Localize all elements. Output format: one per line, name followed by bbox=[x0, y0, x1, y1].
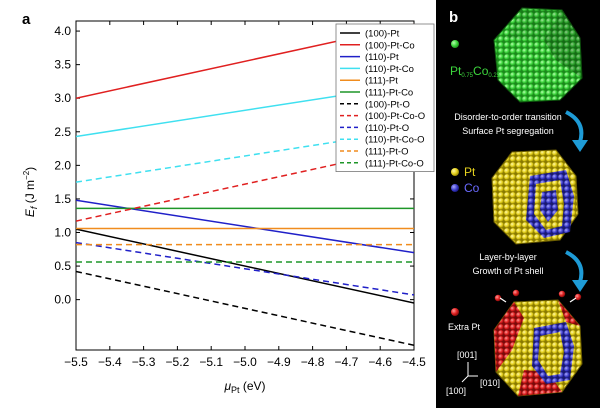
x-axis-label: μPt (eV) bbox=[223, 379, 265, 395]
green-atom-icon bbox=[451, 40, 459, 48]
y-axis-label: Ef (J m−2) bbox=[22, 167, 39, 217]
chart-plot-area: −5.5 −5.4 −5.3 −5.2 −5.1 −5.0 −4.9 −4.8 −4.7 −4.6… bbox=[54, 20, 435, 369]
x-tick-label: −5.0 bbox=[233, 355, 257, 369]
y-tick-label: 2.0 bbox=[54, 158, 71, 172]
step2-line1: Layer-by-layer bbox=[479, 252, 537, 262]
y-tick-label: 3.5 bbox=[54, 58, 71, 72]
pt-legend-label: Pt bbox=[464, 165, 476, 179]
pt-atom-icon bbox=[451, 168, 459, 176]
y-tick-label: 4.0 bbox=[54, 24, 71, 38]
legend-label: (110)-Pt-Co bbox=[365, 64, 414, 75]
panel-b-letter: b bbox=[449, 9, 458, 26]
arrow-head-icon-2 bbox=[572, 280, 588, 292]
step2-line2: Growth of Pt shell bbox=[472, 266, 543, 276]
y-tick-label: 0.0 bbox=[54, 293, 71, 307]
legend-label: (100)-Pt-Co-O bbox=[365, 111, 425, 122]
y-tick-label: 1.0 bbox=[54, 226, 71, 240]
y-tick-label: 3.0 bbox=[54, 91, 71, 105]
legend-label: (100)-Pt-O bbox=[365, 99, 410, 110]
x-tick-label: −4.9 bbox=[267, 355, 291, 369]
x-tick-label: −4.5 bbox=[402, 355, 426, 369]
legend-label: (100)-Pt-Co bbox=[365, 40, 415, 51]
series-line-8 bbox=[76, 241, 414, 296]
series-line-0 bbox=[76, 228, 414, 304]
x-tick-label: −5.2 bbox=[166, 355, 190, 369]
pt-shell-particle bbox=[493, 299, 583, 397]
legend-label: (111)-Pt-O bbox=[365, 147, 408, 158]
x-tick-label: −5.5 bbox=[64, 355, 88, 369]
x-tick-label: −4.6 bbox=[368, 355, 392, 369]
legend-label: (110)-Pt bbox=[365, 52, 399, 63]
x-tick-label: −5.3 bbox=[132, 355, 156, 369]
legend-box bbox=[335, 23, 435, 173]
x-tick-label: −5.1 bbox=[199, 355, 223, 369]
extra-pt-atoms bbox=[494, 289, 582, 303]
co-legend-label: Co bbox=[464, 181, 480, 195]
y-tick-label: 2.5 bbox=[54, 125, 71, 139]
direction-010-label: [010] bbox=[480, 378, 500, 388]
extra-pt-atom-icon bbox=[451, 308, 459, 316]
chart-legend: (100)-Pt(100)-Pt-Co(110)-Pt(110)-Pt-Co(1… bbox=[335, 23, 435, 173]
legend-label: (111)-Pt bbox=[365, 76, 398, 87]
curved-arrow-icon bbox=[565, 110, 584, 143]
arrow-head-icon bbox=[572, 140, 588, 152]
legend-label: (111)-Pt-Co bbox=[365, 88, 413, 99]
ptco-alloy-particle bbox=[493, 7, 583, 103]
legend-label: (110)-Pt-Co-O bbox=[365, 135, 424, 146]
alloy-composition-label: Pt0.75Co0.25 bbox=[450, 64, 501, 79]
panel-b: b Pt0.75Co0.25 Disorder-to-order transit… bbox=[436, 0, 600, 408]
axis-ticks: −5.5 −5.4 −5.3 −5.2 −5.1 −5.0 −4.9 −4.8 −4.7 −4.6… bbox=[54, 21, 426, 369]
series-line-7 bbox=[76, 146, 414, 222]
step1-line2: Surface Pt segregation bbox=[462, 126, 554, 136]
pt-skin-particle bbox=[491, 149, 579, 245]
x-tick-label: −4.8 bbox=[301, 355, 325, 369]
legend-label: (100)-Pt bbox=[365, 29, 400, 40]
step1-line1: Disorder-to-order transition bbox=[454, 112, 562, 122]
panel-a-letter: a bbox=[22, 11, 31, 28]
series-lines bbox=[76, 23, 414, 347]
series-line-6 bbox=[76, 270, 414, 347]
curved-arrow-icon-2 bbox=[565, 250, 584, 283]
y-tick-label: 0.5 bbox=[54, 259, 71, 273]
x-tick-label: −4.7 bbox=[335, 355, 359, 369]
legend-label: (111)-Pt-Co-O bbox=[365, 158, 424, 169]
extra-pt-label: Extra Pt bbox=[448, 322, 481, 332]
crystal-axes bbox=[461, 362, 478, 383]
x-tick-label: −5.4 bbox=[98, 355, 122, 369]
direction-100-label: [100] bbox=[446, 386, 466, 396]
direction-001-label: [001] bbox=[457, 350, 477, 360]
legend-label: (110)-Pt-O bbox=[365, 123, 409, 134]
co-atom-icon bbox=[451, 184, 459, 192]
y-tick-label: 1.5 bbox=[54, 192, 71, 206]
